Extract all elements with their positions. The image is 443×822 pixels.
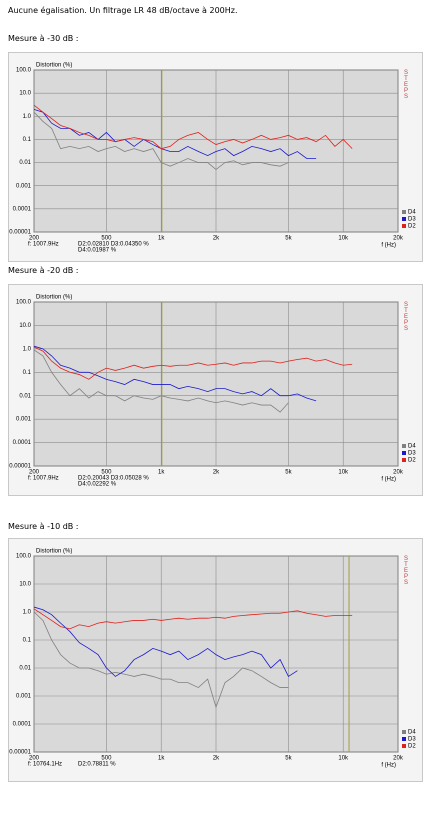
legend-label: D3: [408, 217, 416, 223]
x-tick-label: 10k: [338, 236, 349, 242]
x-axis-label: f (Hz): [381, 763, 396, 769]
legend-swatch: [402, 451, 406, 455]
x-tick-label: 5k: [285, 470, 292, 476]
series-line: [33, 606, 298, 678]
y-tick-label: 0.01: [19, 160, 31, 166]
cursor-readout: D2:0.02810 D3:0.04350 %: [78, 242, 149, 248]
y-tick-label: 0.0001: [13, 206, 32, 212]
x-tick-label: 2k: [213, 756, 220, 762]
y-tick-label: 10.0: [19, 91, 31, 97]
x-tick-label: 200: [29, 470, 40, 476]
x-tick-label: 10k: [338, 756, 349, 762]
y-tick-label: 0.1: [23, 137, 32, 143]
y-tick-label: 10.0: [19, 323, 31, 329]
x-tick-label: 1k: [158, 470, 165, 476]
x-axis-label: f (Hz): [381, 243, 396, 249]
legend-swatch: [402, 444, 406, 448]
y-tick-label: 0.001: [16, 183, 32, 189]
section-title: Mesure à -20 dB :: [8, 266, 79, 275]
cursor-readout: D4:0.01987 %: [78, 248, 117, 254]
x-tick-label: 5k: [285, 236, 292, 242]
y-axis-label: Distortion (%): [36, 63, 72, 69]
legend-swatch: [402, 210, 406, 214]
y-tick-label: 0.01: [19, 666, 31, 672]
x-tick-label: 200: [29, 756, 40, 762]
y-tick-label: 1.0: [23, 114, 32, 120]
x-tick-label: 20k: [393, 236, 404, 242]
legend-swatch: [402, 217, 406, 221]
y-tick-label: 0.1: [23, 638, 32, 644]
y-tick-label: 0.00001: [9, 464, 31, 470]
cursor-readout: D4:0.02292 %: [78, 482, 117, 488]
legend-label: D3: [408, 737, 416, 743]
y-tick-label: 0.01: [19, 393, 31, 399]
series-line: [33, 345, 317, 402]
cursor-readout: f: 1007.9Hz: [28, 476, 59, 482]
x-tick-label: 10k: [338, 470, 349, 476]
legend-swatch: [402, 744, 406, 748]
series-line: [33, 108, 317, 159]
x-tick-label: 500: [101, 236, 112, 242]
y-tick-label: 0.001: [16, 694, 32, 700]
y-tick-label: 0.0001: [13, 440, 32, 446]
legend-swatch: [402, 224, 406, 228]
chart: 100.0 10.0 1.0 0.1 0.01 0.001 0.0001 0.00001200…: [8, 538, 423, 782]
y-axis-label: Distortion (%): [36, 295, 72, 301]
cursor-readout: D2:0.20043 D3:0.05028 %: [78, 476, 149, 482]
series-line: [33, 349, 289, 413]
y-tick-label: 0.1: [23, 370, 32, 376]
y-tick-label: 100.0: [16, 68, 32, 74]
side-label: STEPS: [403, 302, 409, 332]
y-tick-label: 0.0001: [13, 722, 32, 728]
x-tick-label: 500: [101, 756, 112, 762]
legend-label: D3: [408, 451, 416, 457]
series-line: [33, 104, 353, 150]
x-tick-label: 20k: [393, 470, 404, 476]
chart: 100.0 10.0 1.0 0.1 0.01 0.001 0.0001 0.00001200…: [8, 284, 423, 496]
legend-label: D2: [408, 458, 416, 464]
y-tick-label: 10.0: [19, 582, 31, 588]
legend-label: D4: [408, 210, 416, 216]
y-tick-label: 0.001: [16, 417, 32, 423]
y-tick-label: 1.0: [23, 610, 32, 616]
legend-label: D4: [408, 730, 416, 736]
x-axis-label: f (Hz): [381, 477, 396, 483]
cursor-readout: D2:0.78811 %: [78, 762, 116, 768]
x-tick-label: 5k: [285, 756, 292, 762]
x-tick-label: 2k: [213, 236, 220, 242]
series-line: [33, 111, 289, 171]
series-line: [33, 611, 289, 709]
x-tick-label: 20k: [393, 756, 404, 762]
series-line: [33, 346, 353, 380]
y-tick-label: 100.0: [16, 300, 32, 306]
legend-swatch: [402, 737, 406, 741]
legend-swatch: [402, 458, 406, 462]
side-label: STEPS: [403, 556, 409, 586]
x-tick-label: 2k: [213, 470, 220, 476]
x-tick-label: 1k: [158, 236, 165, 242]
legend-swatch: [402, 730, 406, 734]
legend-label: D4: [408, 444, 416, 450]
y-tick-label: 100.0: [16, 554, 32, 560]
chart: 100.0 10.0 1.0 0.1 0.01 0.001 0.0001 0.00001200…: [8, 52, 423, 262]
x-tick-label: 200: [29, 236, 40, 242]
y-tick-label: 0.00001: [9, 750, 31, 756]
x-tick-label: 500: [101, 470, 112, 476]
legend-label: D2: [408, 744, 416, 750]
section-title: Mesure à -10 dB :: [8, 522, 79, 531]
header: Aucune égalisation. Un filtrage LR 48 dB…: [8, 6, 238, 15]
x-tick-label: 1k: [158, 756, 165, 762]
y-axis-label: Distortion (%): [36, 549, 72, 555]
series-line: [33, 608, 353, 630]
y-tick-label: 1.0: [23, 346, 32, 352]
cursor-readout: f: 1007.9Hz: [28, 242, 59, 248]
cursor-readout: f: 10764.1Hz: [28, 762, 62, 768]
legend-label: D2: [408, 224, 416, 230]
side-label: STEPS: [403, 70, 409, 100]
y-tick-label: 0.00001: [9, 230, 31, 236]
section-title: Mesure à -30 dB :: [8, 34, 79, 43]
